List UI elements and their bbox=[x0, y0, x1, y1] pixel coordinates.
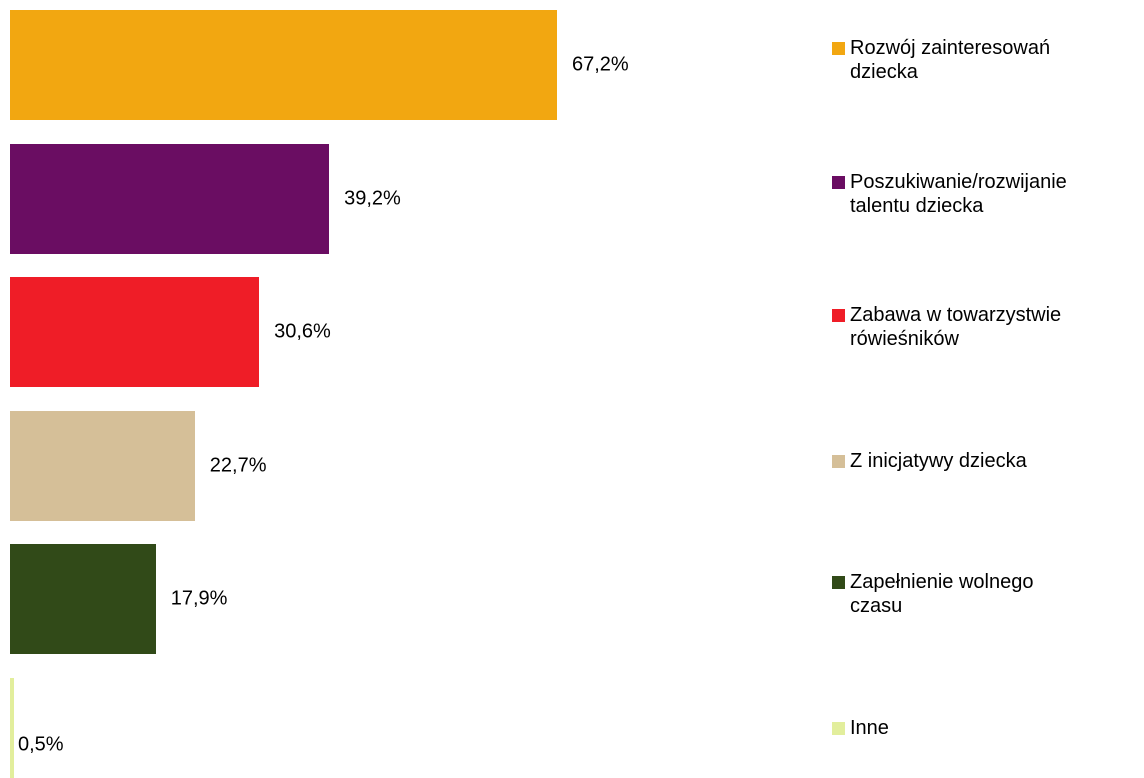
value-label: 39,2% bbox=[344, 187, 401, 209]
legend-swatch bbox=[832, 175, 845, 189]
legend-item: Poszukiwanie/rozwijanie talentu dziecka bbox=[832, 170, 1090, 218]
bar bbox=[10, 677, 15, 778]
legend-swatch bbox=[832, 576, 845, 589]
legend-item: Inne bbox=[832, 716, 1090, 740]
value-label: 17,9% bbox=[170, 587, 228, 610]
legend-item: Zabawa w towarzystwie rówieśników bbox=[832, 303, 1090, 351]
legend-swatch bbox=[832, 42, 845, 55]
legend-item: Rozwój zainteresowań dziecka bbox=[832, 36, 1090, 84]
legend-label: Poszukiwanie/rozwijanie talentu dziecka bbox=[850, 170, 1067, 217]
value-label: 67,2% bbox=[572, 53, 629, 76]
bar bbox=[10, 410, 195, 521]
value-label: 0,5% bbox=[18, 733, 64, 755]
bar bbox=[10, 544, 156, 654]
legend-label: Zapełnienie wolnego czasu bbox=[850, 571, 1034, 617]
legend-item: Zapełnienie wolnego czasu bbox=[832, 570, 1090, 618]
bar bbox=[10, 277, 260, 387]
legend-label: Inne bbox=[850, 716, 889, 739]
value-label: 22,7% bbox=[209, 454, 267, 476]
legend-swatch bbox=[832, 309, 845, 322]
legend-swatch bbox=[832, 721, 845, 735]
legend-item: Z inicjatywy dziecka bbox=[832, 449, 1090, 473]
bar bbox=[10, 10, 557, 120]
legend-label: Z inicjatywy dziecka bbox=[850, 449, 1027, 472]
legend-swatch bbox=[832, 454, 845, 468]
bar bbox=[10, 143, 330, 254]
legend-label: Zabawa w towarzystwie rówieśników bbox=[850, 304, 1062, 350]
legend-label: Rozwój zainteresowań dziecka bbox=[850, 37, 1051, 83]
value-label: 30,6% bbox=[274, 320, 331, 343]
